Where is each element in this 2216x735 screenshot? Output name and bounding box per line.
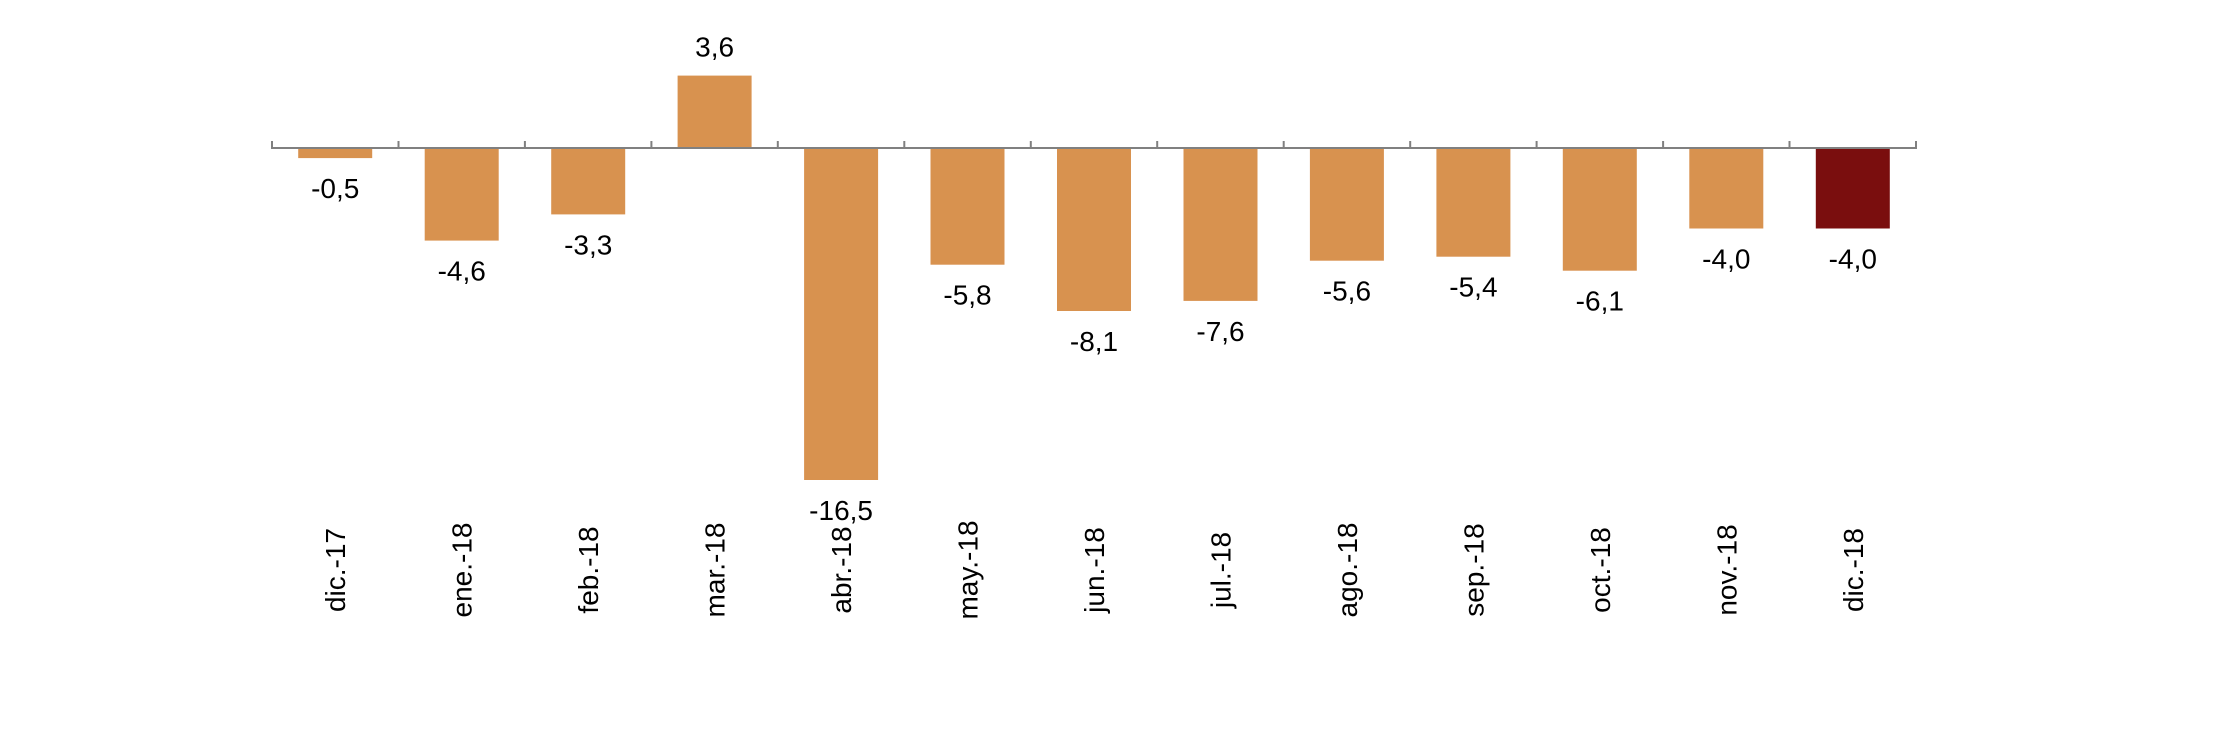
bar-ene.-18	[424, 148, 499, 241]
x-tick-label: nov.-18	[1711, 524, 1742, 615]
bar-sep.-18	[1436, 148, 1511, 257]
x-axis	[271, 141, 1917, 149]
data-label: 3,6	[695, 32, 734, 63]
data-label: -8,1	[1070, 326, 1118, 357]
value-labels-group: -0,5 -4,6 -3,3 3,6 -16,5 -5,8 -8,1 -7,6 -5,6 -5,4…	[311, 32, 1877, 526]
bar-oct.-18	[1562, 148, 1637, 271]
bar-jun.-18	[1057, 148, 1131, 311]
x-tick-label: jul.-18	[1206, 532, 1237, 609]
x-tick-label: dic.-17	[320, 528, 351, 612]
data-label: -4,0	[1702, 244, 1750, 275]
bar-dic.-17	[298, 148, 373, 159]
x-tick-label: may.-18	[953, 520, 984, 619]
bar-ago.-18	[1309, 148, 1384, 261]
bar-abr.-18	[804, 148, 879, 480]
data-label: -5,4	[1449, 272, 1497, 303]
data-label: -16,5	[809, 495, 873, 526]
bar-may.-18	[930, 148, 1005, 265]
x-tick-label: feb.-18	[573, 526, 604, 613]
data-label: -0,5	[311, 173, 359, 204]
data-label: -4,6	[438, 256, 486, 287]
bar-dic.-18	[1815, 148, 1890, 229]
data-label: -4,0	[1829, 244, 1877, 275]
bar-feb.-18	[551, 148, 626, 215]
x-tick-label: oct.-18	[1585, 527, 1616, 613]
bar-jul.-18	[1183, 148, 1258, 301]
data-label: -5,6	[1323, 276, 1371, 307]
bar-nov.-18	[1689, 148, 1764, 229]
x-tick-label: jun.-18	[1079, 527, 1110, 614]
x-tick-label: mar.-18	[700, 523, 731, 618]
data-label: -3,3	[564, 229, 612, 260]
x-tick-label: dic.-18	[1838, 528, 1869, 612]
x-tick-label: ago.-18	[1332, 523, 1363, 618]
bars-group	[298, 75, 1890, 480]
bar-mar.-18	[677, 75, 752, 148]
tick-labels-group: dic.-17 ene.-18 feb.-18 mar.-18 abr.-18 may.-…	[320, 520, 1869, 619]
data-label: -7,6	[1196, 316, 1244, 347]
data-label: -6,1	[1576, 286, 1624, 317]
x-tick-label: abr.-18	[826, 526, 857, 613]
x-tick-label: sep.-18	[1458, 523, 1489, 616]
x-tick-label: ene.-18	[447, 523, 478, 618]
data-label: -5,8	[943, 280, 991, 311]
